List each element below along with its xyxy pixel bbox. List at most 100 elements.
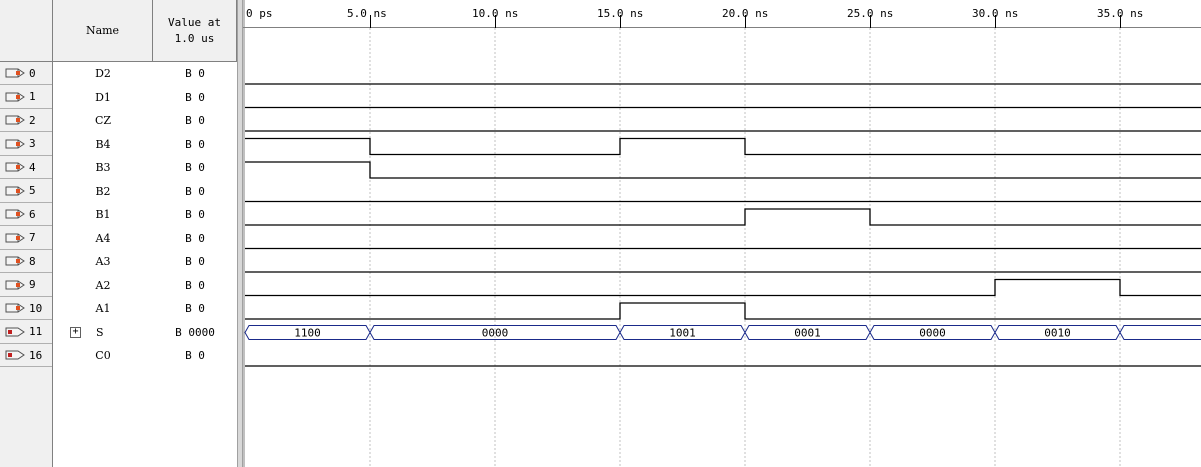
row-index-cell[interactable]: 5 bbox=[0, 179, 52, 203]
signal-value: B 0 bbox=[185, 114, 205, 127]
row-index-label: 9 bbox=[29, 278, 36, 291]
time-tick-mark bbox=[620, 15, 621, 28]
row-index-cell[interactable]: 0 bbox=[0, 62, 52, 85]
name-column-header[interactable]: Name bbox=[53, 0, 153, 62]
time-tick-mark bbox=[995, 15, 996, 28]
row-index-cell[interactable]: 11 bbox=[0, 320, 52, 344]
signal-name[interactable]: C0 bbox=[95, 349, 111, 362]
signal-value: B 0 bbox=[185, 255, 205, 268]
signal-value: B 0 bbox=[185, 161, 205, 174]
row-index-label: 16 bbox=[29, 348, 43, 362]
input-pin-icon bbox=[5, 92, 25, 101]
row-index-cell[interactable]: 10 bbox=[0, 297, 52, 320]
input-pin-icon bbox=[5, 162, 25, 172]
index-column-header bbox=[0, 0, 53, 62]
bus-value-label: 0010 bbox=[1044, 327, 1071, 340]
row-index-label: 11 bbox=[29, 325, 43, 338]
bus-value-label: 0000 bbox=[919, 327, 946, 340]
value-column-header[interactable]: Value at 1.0 us bbox=[153, 0, 237, 62]
row-index-label: 0 bbox=[29, 66, 36, 80]
input-pin-icon bbox=[5, 209, 25, 219]
value-header-label: Value at 1.0 us bbox=[168, 15, 221, 45]
bus-value-label: 1100 bbox=[294, 327, 321, 340]
signal-value: B 0 bbox=[185, 278, 205, 292]
row-index-label: 2 bbox=[29, 113, 36, 127]
input-pin-icon bbox=[5, 115, 25, 125]
signal-waveform bbox=[245, 302, 1201, 320]
bus-segment bbox=[1119, 325, 1201, 340]
signal-waveform bbox=[245, 137, 1201, 156]
signal-name[interactable]: B2 bbox=[95, 184, 111, 198]
signal-name[interactable]: A2 bbox=[95, 278, 111, 292]
input-pin-icon bbox=[5, 280, 25, 289]
bus-value-label: 1001 bbox=[669, 327, 696, 340]
time-tick-label: 35.0 ns bbox=[1097, 7, 1144, 20]
time-tick-mark bbox=[745, 15, 746, 28]
input-pin-icon bbox=[5, 68, 25, 78]
waveform-canvas[interactable]: 1100 0000 1001 0001 0000 0010 bbox=[243, 0, 1201, 467]
time-tick-label: 10.0 ns bbox=[472, 7, 519, 20]
time-tick-label: 20.0 ns bbox=[722, 7, 769, 20]
signal-waveform bbox=[245, 278, 1201, 297]
signal-waveform bbox=[245, 208, 1201, 226]
output-pin-icon bbox=[5, 350, 25, 360]
signal-name[interactable]: B1 bbox=[95, 208, 111, 221]
signal-value: B 0 bbox=[185, 67, 205, 80]
signal-name[interactable]: B4 bbox=[95, 137, 111, 151]
row-index-label: 4 bbox=[29, 160, 36, 174]
name-header-label: Name bbox=[85, 24, 120, 37]
output-pin-icon bbox=[5, 327, 25, 336]
time-tick-label: 5.0 ns bbox=[347, 7, 387, 20]
time-tick-mark bbox=[495, 15, 496, 28]
signal-value: B 0000 bbox=[175, 325, 215, 339]
row-index-label: 6 bbox=[29, 207, 36, 221]
row-index-cell[interactable]: 6 bbox=[0, 203, 52, 226]
row-index-label: 7 bbox=[29, 231, 36, 244]
signal-value: B 0 bbox=[185, 349, 205, 362]
input-pin-icon bbox=[5, 186, 25, 195]
row-index-label: 3 bbox=[29, 137, 36, 150]
signal-name[interactable]: S bbox=[96, 325, 104, 339]
signal-value: B 0 bbox=[185, 137, 205, 151]
row-index-label: 8 bbox=[29, 254, 36, 268]
row-index-cell[interactable]: 7 bbox=[0, 226, 52, 250]
signal-value: B 0 bbox=[185, 90, 205, 104]
pane-splitter[interactable] bbox=[237, 0, 243, 467]
row-index-cell[interactable]: 4 bbox=[0, 156, 52, 179]
input-pin-icon bbox=[5, 233, 25, 242]
time-tick-mark bbox=[870, 15, 871, 28]
bus-value-label: 0001 bbox=[794, 327, 821, 340]
row-index-label: 1 bbox=[29, 90, 36, 103]
signal-value: B 0 bbox=[185, 302, 205, 315]
signal-name[interactable]: D1 bbox=[95, 90, 111, 104]
signal-waveform bbox=[245, 161, 1201, 179]
signal-value: B 0 bbox=[185, 231, 205, 245]
expand-plus-icon[interactable]: + bbox=[70, 326, 81, 338]
signal-name[interactable]: A4 bbox=[95, 231, 111, 245]
row-index-cell[interactable]: 3 bbox=[0, 132, 52, 156]
row-index-cell[interactable]: 9 bbox=[0, 273, 52, 297]
input-pin-icon bbox=[5, 256, 25, 266]
signal-name[interactable]: A3 bbox=[95, 255, 111, 268]
signal-name[interactable]: A1 bbox=[95, 302, 111, 315]
row-index-label: 5 bbox=[29, 184, 36, 197]
row-index-cell[interactable]: 8 bbox=[0, 250, 52, 273]
signal-value: B 0 bbox=[185, 208, 205, 221]
signal-name[interactable]: CZ bbox=[94, 114, 112, 127]
row-index-cell[interactable]: 1 bbox=[0, 85, 52, 109]
row-index-cell[interactable]: 2 bbox=[0, 109, 52, 132]
signal-name[interactable]: B3 bbox=[95, 161, 111, 174]
time-tick-label: 15.0 ns bbox=[597, 7, 644, 20]
row-index-cell[interactable]: 16 bbox=[0, 344, 52, 367]
input-pin-icon bbox=[5, 303, 25, 313]
time-tick-mark bbox=[1120, 15, 1121, 28]
time-tick-label: 30.0 ns bbox=[972, 7, 1019, 20]
input-pin-icon bbox=[5, 139, 25, 148]
bus-value-label: 0000 bbox=[482, 327, 509, 340]
signal-name[interactable]: D2 bbox=[95, 67, 111, 80]
time-tick-label: 0 ps bbox=[246, 7, 273, 20]
time-ruler: 0 ps 5.0 ns 10.0 ns 15.0 ns 20.0 ns 25.0 ns 30… bbox=[243, 0, 1201, 28]
signal-value: B 0 bbox=[185, 184, 205, 198]
row-index-label: 10 bbox=[29, 301, 43, 315]
time-tick-label: 25.0 ns bbox=[847, 7, 894, 20]
